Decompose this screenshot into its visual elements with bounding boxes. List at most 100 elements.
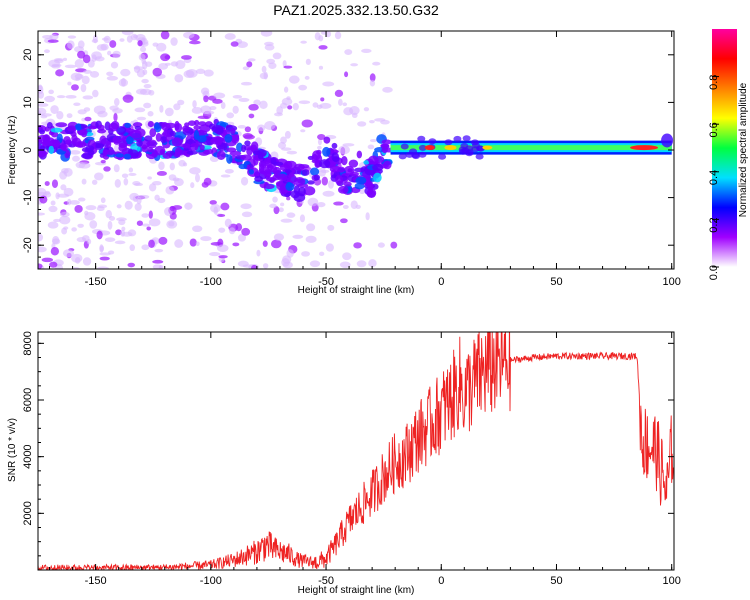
ridge-blob	[373, 172, 382, 183]
y-tick-label: 10	[22, 96, 34, 108]
noise-blob	[107, 220, 113, 230]
noise-blob	[200, 87, 210, 95]
ridge-blob	[146, 143, 157, 149]
noise-blob	[143, 83, 152, 89]
noise-blob	[334, 31, 342, 40]
noise-blob	[133, 65, 141, 74]
noise-blob	[325, 243, 334, 252]
noise-blob	[298, 100, 311, 105]
noise-blob	[91, 39, 99, 43]
noise-blob	[113, 97, 120, 107]
noise-blob	[220, 202, 230, 211]
noise-blob	[143, 102, 152, 109]
noise-blob	[99, 256, 110, 261]
ridge-blob	[190, 142, 200, 148]
ridge-blob	[50, 127, 63, 133]
band-speckle	[417, 135, 426, 142]
noise-blob	[71, 253, 83, 263]
noise-blob	[70, 72, 83, 81]
colorbar-gradient	[712, 29, 737, 267]
noise-blob	[148, 210, 153, 219]
band-speckle	[458, 148, 467, 155]
noise-blob	[253, 99, 261, 106]
band-speckle	[418, 144, 427, 151]
snr-plot-area	[38, 332, 674, 570]
noise-blob	[174, 74, 184, 83]
y-tick-label: 4000	[22, 444, 34, 468]
noise-blob	[338, 145, 350, 155]
noise-blob	[158, 236, 168, 245]
ridge-blob	[348, 159, 359, 168]
ridge-blob	[277, 173, 288, 182]
ridge-blob	[303, 186, 316, 196]
ridge-blob	[151, 150, 158, 158]
noise-blob	[277, 141, 287, 149]
noise-blob	[158, 161, 165, 171]
noise-blob	[75, 161, 86, 169]
ridge-blob	[380, 143, 390, 148]
noise-blob	[97, 110, 108, 118]
noise-blob	[77, 50, 86, 59]
ridge-blob	[285, 160, 297, 170]
noise-blob	[100, 197, 106, 204]
noise-blob	[100, 159, 106, 164]
colorbar-tick-label: 0.8	[708, 75, 720, 90]
ridge-blob	[55, 122, 68, 128]
noise-blob	[262, 240, 268, 247]
noise-blob	[367, 144, 375, 150]
noise-blob	[312, 102, 319, 108]
noise-blob	[283, 65, 293, 69]
noise-blob	[264, 41, 274, 46]
noise-blob	[299, 214, 305, 223]
band-edge-blob	[661, 133, 674, 148]
noise-blob	[62, 57, 68, 61]
band-speckle	[444, 139, 453, 146]
noise-blob	[209, 105, 217, 111]
noise-blob	[286, 196, 291, 201]
noise-blob	[109, 40, 117, 48]
noise-blob	[123, 178, 129, 186]
ridge-blob	[286, 176, 299, 183]
noise-blob	[382, 86, 393, 93]
ridge-blob	[343, 181, 352, 187]
noise-blob	[195, 68, 206, 75]
ridge-blob	[155, 132, 162, 142]
band-speckle	[398, 153, 407, 160]
noise-blob	[241, 227, 251, 236]
noise-blob	[49, 34, 59, 40]
noise-blob	[350, 63, 359, 67]
noise-blob	[342, 252, 352, 261]
noise-blob	[356, 260, 367, 268]
noise-blob	[99, 244, 104, 253]
noise-blob	[237, 260, 249, 267]
noise-blob	[74, 59, 85, 69]
noise-blob	[38, 246, 47, 253]
noise-blob	[298, 84, 308, 91]
noise-blob	[67, 40, 75, 49]
noise-blob	[334, 89, 344, 98]
noise-blob	[359, 188, 366, 195]
noise-blob	[103, 166, 111, 172]
noise-blob	[283, 86, 289, 93]
noise-blob	[318, 167, 327, 177]
colorbar-ticks: 0.0 0.2 0.4 0.6 0.8	[708, 75, 720, 281]
ridge-blob	[313, 174, 321, 181]
noise-blob	[67, 198, 72, 206]
noise-blob	[203, 69, 214, 77]
ridge-blob	[258, 163, 265, 174]
noise-blob	[220, 101, 226, 110]
snr-panel: -150 -100 -50 0 50 100 2000 4000 6000 8000 Height…	[7, 331, 681, 596]
noise-blob	[321, 176, 328, 186]
noise-blob	[127, 262, 136, 268]
noise-blob	[280, 147, 292, 151]
y-tick-label: 8000	[22, 331, 34, 355]
noise-blob	[317, 134, 326, 140]
noise-blob	[67, 35, 77, 39]
noise-blob	[67, 81, 72, 86]
noise-blob	[170, 37, 178, 46]
noise-blob	[278, 207, 284, 213]
noise-blob	[280, 102, 288, 109]
noise-blob	[141, 58, 147, 65]
noise-blob	[318, 65, 324, 70]
